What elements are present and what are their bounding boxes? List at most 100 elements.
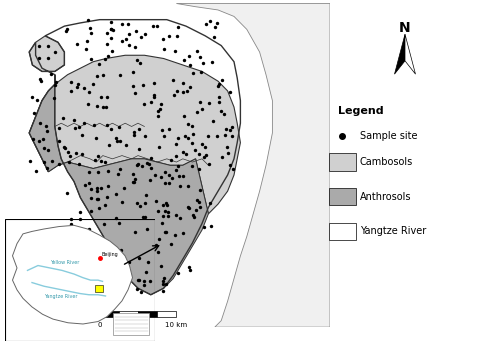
Point	[132, 29, 140, 34]
Point	[68, 221, 76, 226]
Point	[78, 133, 86, 138]
Point	[140, 200, 148, 206]
Point	[30, 110, 38, 116]
Point	[189, 71, 197, 76]
Point	[188, 123, 196, 128]
Point	[134, 286, 141, 292]
Point	[157, 263, 165, 268]
Point	[120, 186, 128, 191]
Point	[150, 92, 158, 98]
Polygon shape	[12, 226, 132, 324]
Point	[158, 101, 166, 107]
Point	[176, 184, 184, 189]
Point	[167, 157, 175, 163]
Point	[129, 69, 137, 74]
Point	[146, 155, 154, 160]
Point	[140, 278, 148, 284]
Point	[210, 118, 218, 124]
Point	[184, 54, 192, 59]
Point	[162, 282, 170, 287]
Point	[140, 101, 148, 106]
Point	[184, 204, 192, 209]
Text: N: N	[399, 21, 411, 34]
Point	[107, 126, 115, 132]
Point	[174, 33, 182, 39]
Point	[205, 100, 213, 106]
Point	[134, 277, 142, 283]
Point	[74, 81, 82, 87]
Point	[152, 198, 160, 204]
Point	[86, 56, 94, 62]
Point	[191, 147, 199, 152]
Point	[146, 177, 154, 183]
Point	[38, 78, 46, 84]
Point	[174, 270, 182, 276]
Polygon shape	[394, 34, 405, 74]
Point	[197, 69, 205, 75]
Point	[179, 230, 187, 236]
Point	[202, 21, 209, 27]
Point	[44, 43, 52, 48]
Point	[195, 167, 203, 172]
Point	[40, 159, 48, 164]
Point	[51, 82, 59, 88]
Point	[125, 259, 133, 265]
Point	[64, 159, 72, 165]
Point	[128, 83, 136, 88]
Point	[180, 57, 188, 62]
Point	[193, 109, 201, 115]
Point	[135, 126, 143, 132]
Point	[132, 200, 140, 206]
Point	[184, 135, 192, 140]
Point	[67, 88, 75, 94]
Point	[145, 161, 153, 167]
Point	[84, 17, 92, 23]
Bar	[329, 223, 356, 240]
Point	[189, 132, 197, 137]
Point	[50, 95, 58, 101]
Point	[28, 95, 36, 100]
Point	[134, 161, 142, 166]
Point	[215, 95, 223, 100]
Point	[32, 168, 40, 174]
Point	[172, 212, 180, 218]
Point	[62, 28, 70, 34]
Point	[208, 59, 216, 64]
Point	[126, 42, 134, 47]
Point	[226, 162, 234, 167]
Point	[154, 113, 162, 119]
Point	[155, 236, 163, 242]
Bar	[119, 311, 138, 317]
Point	[94, 197, 102, 202]
Point	[92, 103, 100, 108]
Point	[33, 97, 41, 102]
Point	[132, 177, 140, 182]
Point	[154, 23, 162, 29]
Point	[216, 81, 224, 87]
Point	[76, 161, 84, 167]
Point	[112, 191, 120, 197]
Point	[114, 171, 122, 177]
Point	[190, 212, 198, 218]
Point	[226, 89, 234, 95]
Point	[142, 269, 150, 275]
Point	[201, 145, 209, 150]
Point	[84, 102, 92, 107]
Point	[106, 26, 114, 32]
Point	[43, 165, 51, 171]
Bar	[100, 311, 119, 317]
Point	[132, 45, 140, 50]
Point	[200, 154, 208, 159]
Point	[159, 36, 167, 42]
Point	[28, 136, 36, 142]
Point	[87, 195, 95, 200]
Point	[95, 62, 103, 67]
Point	[96, 158, 104, 164]
Point	[122, 142, 130, 148]
Point	[149, 23, 157, 29]
Point	[158, 127, 166, 133]
Point	[129, 179, 137, 184]
Point	[138, 163, 146, 169]
Text: 10 km: 10 km	[166, 322, 188, 328]
Point	[93, 196, 101, 202]
